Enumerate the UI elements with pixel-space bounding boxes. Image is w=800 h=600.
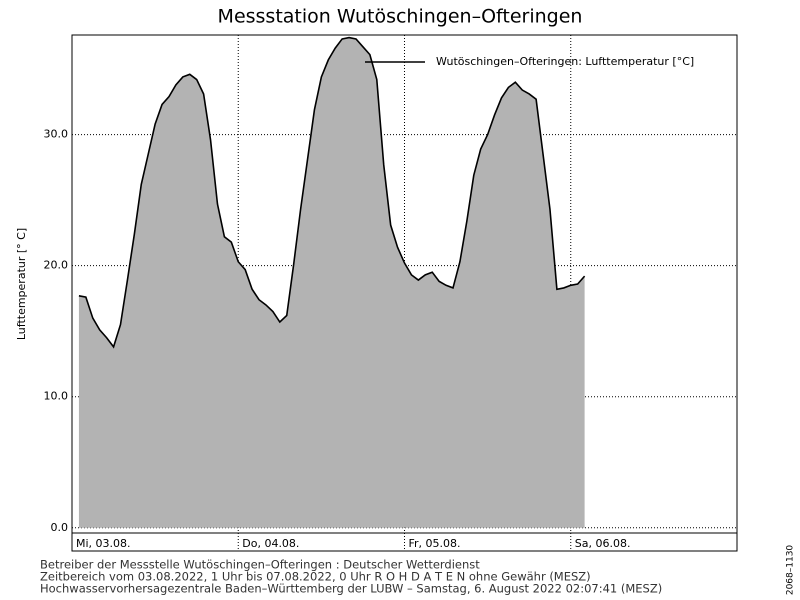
line	[78, 36, 586, 349]
x-label-frame	[71, 532, 738, 552]
x-tick-label: Mi, 03.08.	[76, 537, 131, 550]
y-axis-label: Lufttemperatur [° C]	[15, 228, 28, 340]
x-tick-label: Sa, 06.08.	[575, 537, 631, 550]
station-code: 2068–1130	[786, 545, 796, 596]
footer-line: Betreiber der Messstelle Wutöschingen–Of…	[40, 558, 480, 572]
y-tick-label: 30.0	[44, 128, 69, 141]
y-tick-label: 20.0	[44, 259, 69, 272]
y-tick-label: 0.0	[51, 521, 69, 534]
x-tick-label: Fr, 05.08.	[409, 537, 461, 550]
footer-line: Zeitbereich vom 03.08.2022, 1 Uhr bis 07…	[40, 570, 591, 584]
area-fill	[78, 37, 585, 528]
chart-title: Messstation Wutöschingen–Ofteringen	[218, 6, 583, 28]
footer-line: Hochwasservorhersagezentrale Baden–Württ…	[40, 582, 662, 596]
x-tick-label: Do, 04.08.	[242, 537, 299, 550]
y-tick-label: 10.0	[44, 390, 69, 403]
legend-label: Wutöschingen–Ofteringen: Lufttemperatur …	[436, 55, 694, 68]
